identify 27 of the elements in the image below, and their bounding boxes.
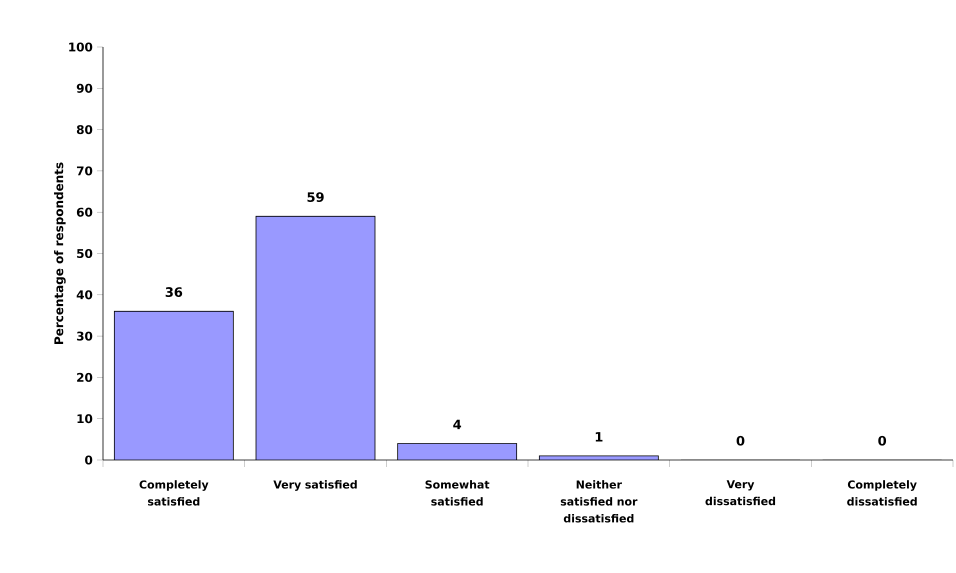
data-label: 0	[736, 436, 744, 446]
y-tick-label: 10	[78, 414, 92, 424]
data-label: 1	[596, 432, 602, 442]
x-tick-label: Somewhat satisfied	[426, 480, 490, 506]
bar	[114, 311, 234, 460]
y-tick-label: 30	[76, 332, 92, 341]
y-axis-title: Percentage of respondents	[54, 162, 66, 344]
x-tick-label: Completely dissatisfied	[847, 480, 917, 506]
y-tick-label: 50	[77, 248, 92, 258]
x-tick-label: Very dissatisfied	[706, 480, 776, 506]
y-tick-label: 100	[69, 42, 92, 52]
bar	[256, 216, 376, 460]
data-label: 59	[307, 192, 324, 202]
y-tick-label: 90	[76, 84, 92, 93]
y-tick-label: 80	[76, 125, 92, 134]
y-tick-label: 70	[76, 166, 92, 176]
data-label: 4	[453, 420, 462, 430]
y-tick-label: 0	[85, 455, 92, 465]
x-tick-label: Neither satisfied nor dissatisfied	[560, 480, 638, 523]
x-tick-label: Very satisfied	[273, 480, 357, 491]
y-tick-label: 60	[76, 208, 92, 217]
data-label: 36	[166, 287, 182, 297]
y-tick-label: 20	[77, 372, 92, 382]
x-tick-label: Completely satisfied	[140, 480, 208, 506]
y-tick-label: 40	[76, 290, 92, 300]
data-label: 0	[878, 436, 886, 446]
bar	[398, 443, 517, 460]
